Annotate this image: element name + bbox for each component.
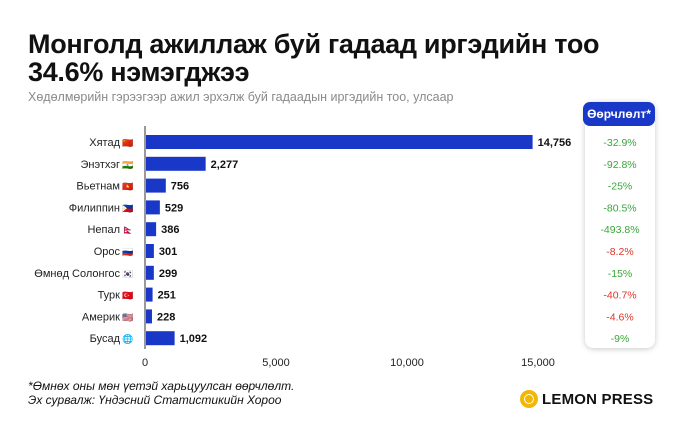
- flag-icon: 🇳🇵: [122, 225, 133, 236]
- value-label: 1,092: [180, 333, 208, 345]
- x-tick-label: 5,000: [262, 357, 290, 369]
- logo-text: LEMON PRESS: [542, 390, 654, 408]
- footnote-source: Эх сурвалж: Үндэсний Статистикийн Хороо: [28, 393, 282, 407]
- value-label: 14,756: [538, 137, 572, 149]
- change-value: -9%: [611, 333, 630, 345]
- bar: [146, 287, 153, 302]
- flag-icon: 🇮🇳: [122, 160, 133, 171]
- change-value: -4.6%: [606, 311, 633, 323]
- flag-icon: 🇵🇭: [122, 203, 133, 214]
- x-tick-label: 0: [142, 357, 148, 369]
- change-panel: [585, 102, 655, 348]
- x-tick-label: 10,000: [390, 357, 424, 369]
- change-value: -8.2%: [606, 246, 633, 258]
- category-label: Вьетнам: [76, 181, 120, 193]
- chart-title: Монголд ажиллаж буй гадаад иргэдийн тоо …: [28, 29, 600, 87]
- value-label: 529: [165, 202, 183, 214]
- change-value: -80.5%: [603, 202, 636, 214]
- change-value: -40.7%: [603, 290, 636, 302]
- bar: [146, 222, 157, 237]
- value-label: 251: [158, 290, 176, 302]
- bar-chart: Хятад 🇨🇳 14,756 -32.9% Энэтхэг 🇮🇳 2,277 -92.8% В…: [34, 126, 640, 369]
- footnote: *Өмнөх оны мөн үетэй харьцуулсан өөрчлөл…: [28, 379, 294, 407]
- value-label: 228: [157, 311, 175, 323]
- x-tick-label: 15,000: [521, 357, 555, 369]
- change-value: -493.8%: [600, 224, 639, 236]
- category-label: Өмнөд Солонгос: [34, 268, 120, 280]
- bar: [146, 309, 152, 324]
- bar: [146, 244, 154, 258]
- value-label: 386: [161, 224, 179, 236]
- flag-icon: 🇷🇺: [122, 247, 133, 258]
- flag-icon: 🇻🇳: [122, 182, 133, 193]
- bar: [146, 331, 175, 346]
- category-label: Хятад: [89, 137, 120, 149]
- footnote-note: *Өмнөх оны мөн үетэй харьцуулсан өөрчлөл…: [28, 379, 295, 393]
- flag-icon: 🇺🇸: [122, 312, 133, 323]
- category-label: Бусад: [90, 333, 121, 345]
- value-label: 2,277: [211, 159, 239, 171]
- flag-icon: 🌐: [122, 333, 133, 345]
- bar: [146, 156, 206, 171]
- change-value: -32.9%: [603, 137, 636, 149]
- category-label: Энэтхэг: [80, 159, 120, 171]
- lemon-icon: [520, 390, 538, 408]
- category-label: Орос: [94, 246, 121, 258]
- category-label: Америк: [82, 311, 120, 323]
- value-label: 301: [159, 246, 177, 258]
- bar: [146, 178, 166, 193]
- bar: [146, 135, 533, 149]
- bar: [146, 265, 154, 280]
- brand-logo: LEMON PRESS: [520, 388, 653, 410]
- change-header: Өөрчлөлт*: [583, 102, 655, 126]
- chart-subtitle: Хөдөлмөрийн гэрээгээр ажил эрхэлж буй га…: [28, 90, 454, 104]
- value-label: 756: [171, 181, 189, 193]
- category-label: Турк: [98, 290, 121, 302]
- flag-icon: 🇰🇷: [122, 269, 133, 280]
- flag-icon: 🇹🇷: [122, 291, 133, 302]
- value-label: 299: [159, 268, 177, 280]
- change-value: -92.8%: [603, 159, 636, 171]
- bar: [146, 200, 160, 215]
- category-label: Филиппин: [69, 202, 120, 214]
- category-label: Непал: [87, 224, 120, 236]
- change-value: -15%: [608, 268, 633, 280]
- flag-icon: 🇨🇳: [122, 138, 133, 149]
- change-value: -25%: [608, 181, 633, 193]
